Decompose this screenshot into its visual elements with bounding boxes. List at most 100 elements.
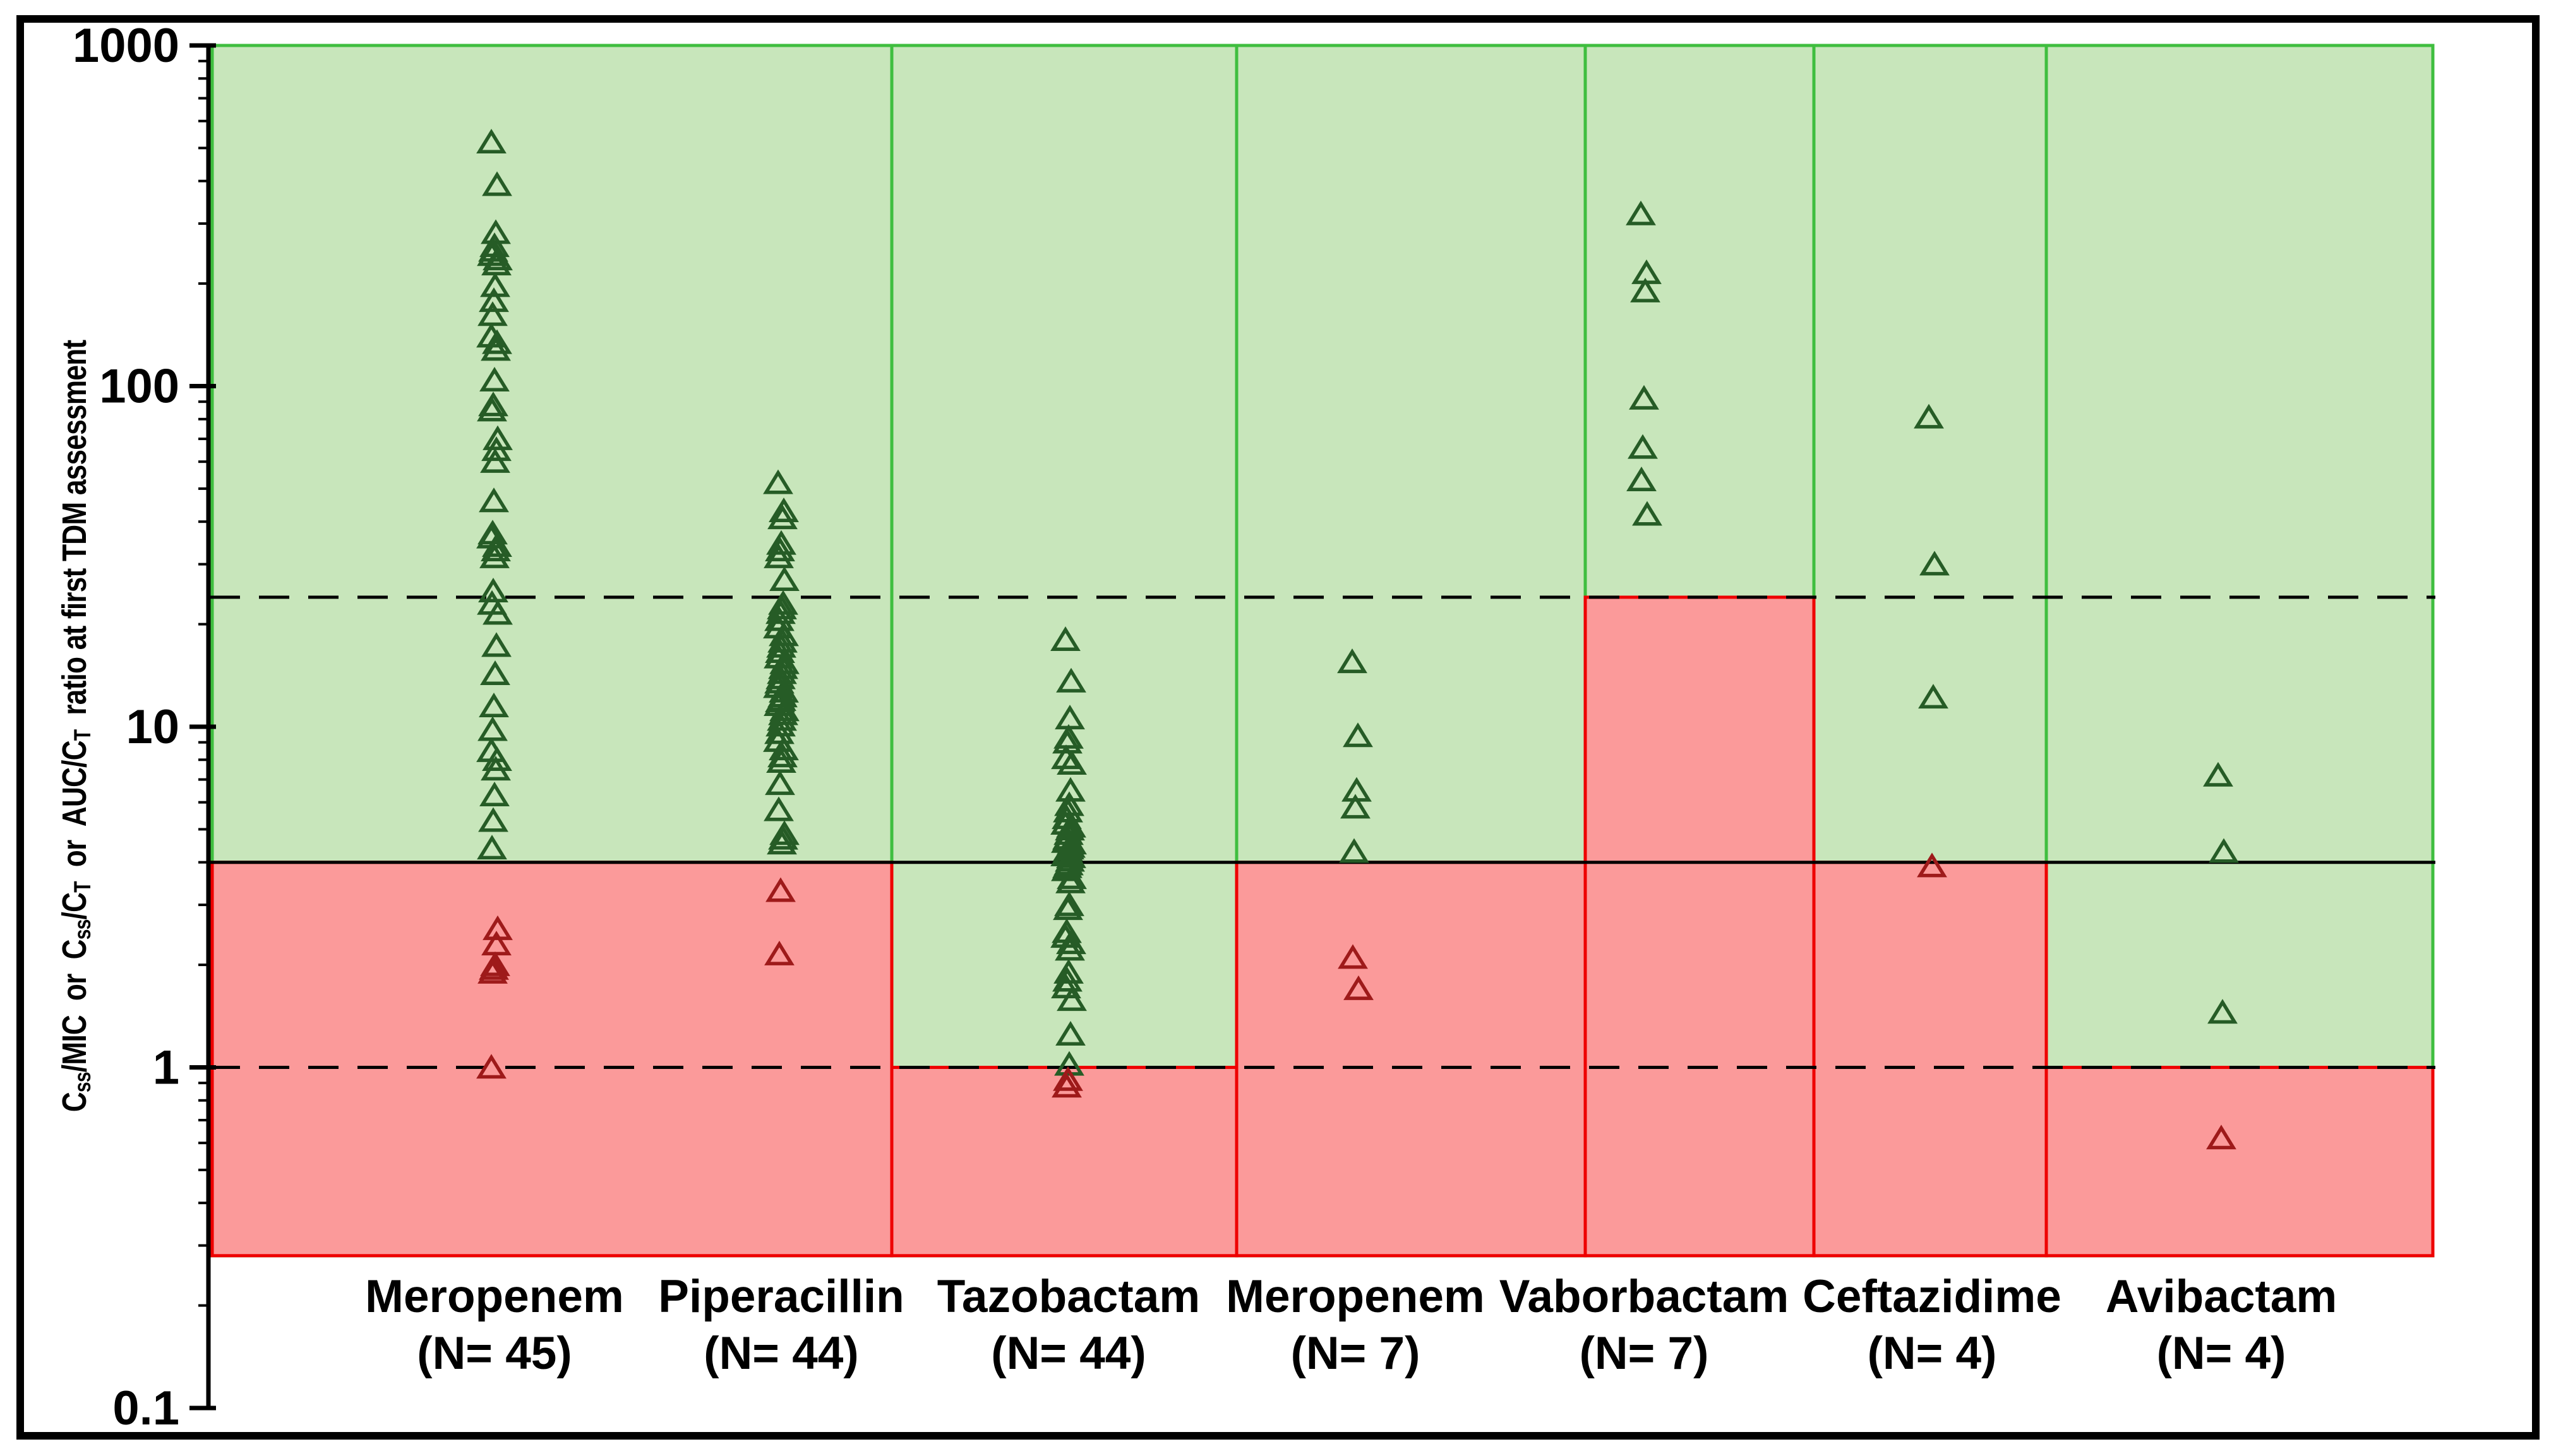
data-point xyxy=(477,301,508,326)
data-point xyxy=(1056,929,1086,955)
x-label-drug: Tazobactam xyxy=(937,1271,1200,1322)
data-point xyxy=(763,469,793,494)
data-point xyxy=(2206,1125,2236,1150)
data-point xyxy=(1337,648,1367,674)
data-point xyxy=(2207,999,2238,1024)
column-points-meropenem-0 xyxy=(476,128,513,1079)
data-point xyxy=(1918,684,1948,709)
data-point xyxy=(1055,936,1085,961)
red-zone xyxy=(1583,595,1816,1258)
data-point xyxy=(765,536,795,562)
x-label-n: (N= 44) xyxy=(704,1328,858,1379)
data-point xyxy=(481,436,512,462)
data-point xyxy=(1057,986,1087,1011)
data-point xyxy=(483,600,513,625)
x-label-drug: Ceftazidime xyxy=(1803,1271,2061,1322)
data-point xyxy=(764,543,794,568)
x-label-drug: Piperacillin xyxy=(658,1271,904,1322)
data-point xyxy=(1917,852,1947,878)
red-zone xyxy=(2044,1066,2435,1258)
data-point xyxy=(476,128,507,153)
data-point xyxy=(479,487,509,513)
data-point xyxy=(476,1054,507,1079)
data-point xyxy=(1914,403,1944,429)
data-point xyxy=(769,497,799,522)
data-point xyxy=(2203,761,2233,787)
data-point xyxy=(479,367,510,392)
data-point xyxy=(1628,434,1658,459)
data-point xyxy=(481,251,512,276)
column-points-avibactam-6 xyxy=(2203,761,2239,1150)
data-point xyxy=(764,796,794,821)
data-point xyxy=(767,830,797,855)
data-point xyxy=(1052,967,1083,992)
data-point xyxy=(481,756,511,781)
data-point xyxy=(1343,975,1374,1000)
data-point xyxy=(767,504,798,530)
column-points-ceftazidime-5 xyxy=(1914,403,1950,878)
data-point xyxy=(1629,385,1659,410)
data-point xyxy=(482,171,512,196)
data-point xyxy=(1056,667,1086,693)
x-label-drug: Meropenem xyxy=(365,1271,624,1322)
data-point xyxy=(1053,895,1083,921)
data-point xyxy=(477,958,508,984)
data-point xyxy=(1919,551,1950,576)
data-point xyxy=(1340,794,1371,819)
red-zone xyxy=(1235,861,1587,1258)
data-point xyxy=(481,336,511,361)
y-tick-label: 0.1 xyxy=(112,1381,179,1435)
data-point xyxy=(481,632,512,657)
data-point xyxy=(1626,200,1656,225)
data-point xyxy=(764,719,795,744)
data-point xyxy=(477,716,508,741)
data-point xyxy=(1053,1066,1083,1091)
x-label-n: (N= 4) xyxy=(1868,1328,1997,1379)
data-point xyxy=(1055,1020,1086,1046)
data-point xyxy=(479,781,510,807)
column-points-piperacillin-1 xyxy=(763,469,800,965)
x-label-drug: Meropenem xyxy=(1226,1271,1485,1322)
red-zone xyxy=(210,861,894,1258)
data-point xyxy=(765,877,796,902)
data-point xyxy=(1057,749,1087,775)
data-point xyxy=(769,566,800,592)
red-zone xyxy=(1812,861,2048,1258)
x-label-n: (N= 7) xyxy=(1580,1328,1709,1379)
data-point xyxy=(1052,1073,1082,1098)
data-point xyxy=(767,743,798,768)
x-label-n: (N= 45) xyxy=(417,1328,572,1379)
y-tick-label: 10 xyxy=(126,700,179,754)
data-point xyxy=(478,578,508,603)
data-point xyxy=(479,692,509,717)
data-point xyxy=(2209,838,2239,863)
y-tick-label: 1000 xyxy=(73,19,179,73)
x-label-n: (N= 7) xyxy=(1291,1328,1420,1379)
data-point xyxy=(764,940,795,965)
data-point xyxy=(482,746,512,772)
data-point xyxy=(768,700,798,725)
x-label-drug: Avibactam xyxy=(2106,1271,2337,1322)
column-points-tazobactam-2 xyxy=(1050,626,1087,1098)
data-point xyxy=(1632,501,1662,526)
y-axis-title: Css/MIC or Css/CT or AUC/CT ratio at fir… xyxy=(56,340,95,1113)
x-label-drug: Vaborbactam xyxy=(1499,1271,1789,1322)
data-point xyxy=(1626,466,1657,492)
x-label-n: (N= 44) xyxy=(991,1328,1146,1379)
data-point xyxy=(480,660,510,685)
y-tick-label: 1 xyxy=(153,1041,179,1095)
data-point xyxy=(483,425,513,450)
data-point xyxy=(1630,277,1660,302)
data-point xyxy=(477,835,507,860)
data-point xyxy=(1050,626,1081,652)
data-point xyxy=(765,770,795,796)
data-point xyxy=(1339,838,1369,863)
data-point xyxy=(479,287,509,313)
data-point xyxy=(477,397,507,422)
data-point xyxy=(769,621,799,647)
data-point xyxy=(1343,722,1373,748)
y-tick-label: 100 xyxy=(99,360,179,414)
x-label-n: (N= 4) xyxy=(2157,1328,2286,1379)
data-point xyxy=(481,536,511,562)
